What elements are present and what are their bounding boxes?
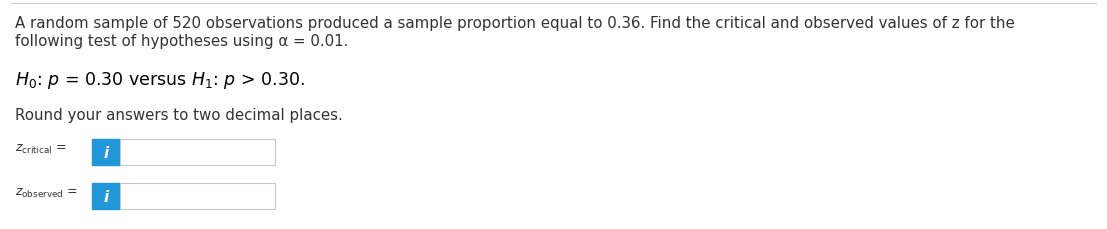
- Text: $z_\mathrm{critical}$ =: $z_\mathrm{critical}$ =: [15, 142, 66, 155]
- Text: Round your answers to two decimal places.: Round your answers to two decimal places…: [15, 108, 343, 123]
- Text: i: i: [103, 145, 108, 160]
- Text: i: i: [103, 189, 108, 204]
- FancyBboxPatch shape: [120, 183, 275, 209]
- Text: following test of hypotheses using α = 0.01.: following test of hypotheses using α = 0…: [15, 34, 349, 49]
- Text: A random sample of 520 observations produced a sample proportion equal to 0.36. : A random sample of 520 observations prod…: [15, 16, 1015, 31]
- FancyBboxPatch shape: [92, 139, 120, 165]
- Text: $H_0$: $p$ = 0.30 versus $H_1$: $p$ > 0.30.: $H_0$: $p$ = 0.30 versus $H_1$: $p$ > 0.…: [15, 70, 304, 91]
- FancyBboxPatch shape: [120, 139, 275, 165]
- FancyBboxPatch shape: [92, 183, 120, 209]
- Text: $z_\mathrm{observed}$ =: $z_\mathrm{observed}$ =: [15, 186, 77, 199]
